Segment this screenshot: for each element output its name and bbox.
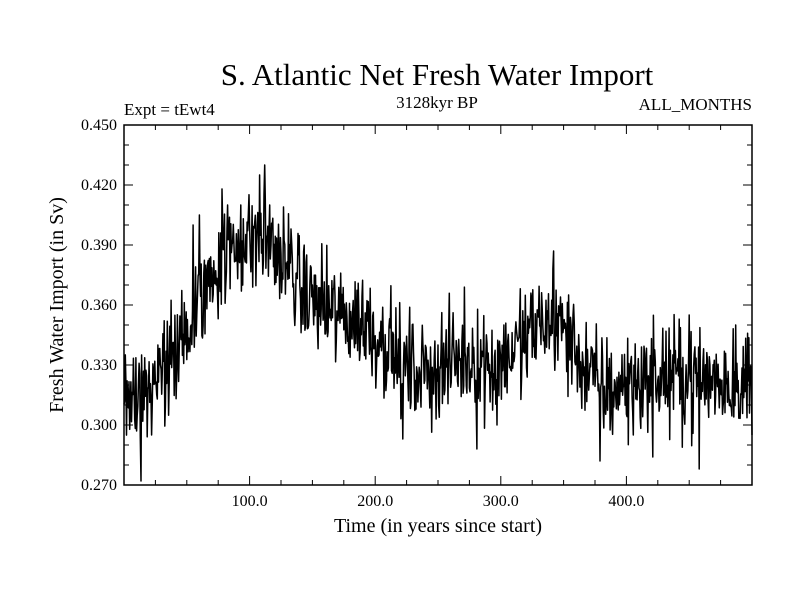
period-label: 3128kyr BP (396, 93, 478, 112)
y-tick-label: 0.330 (81, 357, 117, 374)
x-tick-label: 200.0 (357, 493, 393, 510)
x-axis-label: Time (in years since start) (334, 515, 542, 537)
y-axis-label: Fresh Water Import (in Sv) (46, 197, 68, 413)
x-tick-label: 100.0 (232, 493, 268, 510)
y-tick-label: 0.300 (81, 417, 117, 434)
chart-title: S. Atlantic Net Fresh Water Import (221, 57, 654, 92)
series-line-fresh-water-import (123, 164, 753, 482)
plot-frame (123, 124, 753, 486)
months-label: ALL_MONTHS (639, 95, 752, 114)
y-tick-label: 0.420 (81, 177, 117, 194)
axis-ticks (123, 124, 753, 486)
y-tick-labels: 0.270 0.300 0.330 0.360 0.390 0.420 0.450 (81, 117, 117, 494)
y-tick-label: 0.270 (81, 477, 117, 494)
y-tick-label: 0.390 (81, 237, 117, 254)
y-tick-label: 0.450 (81, 117, 117, 134)
experiment-label: Expt = tEwt4 (124, 100, 215, 119)
x-tick-labels: 100.0 200.0 300.0 400.0 (232, 493, 645, 510)
y-tick-label: 0.360 (81, 297, 117, 314)
x-tick-label: 300.0 (483, 493, 519, 510)
x-tick-label: 400.0 (608, 493, 644, 510)
